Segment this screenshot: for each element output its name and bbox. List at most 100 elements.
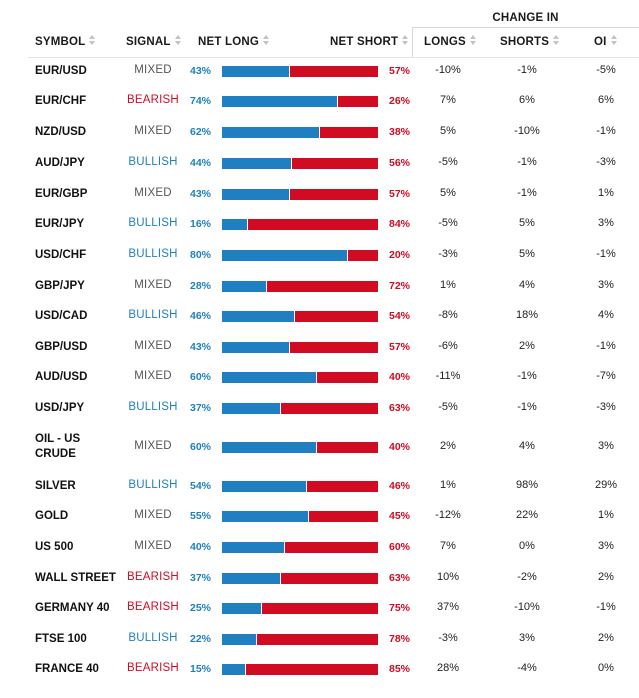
change-longs-value: -5% xyxy=(438,217,458,229)
table-row[interactable]: FTSE 100 BULLISH 22% 78% -3% 3% 2% xyxy=(0,624,639,654)
symbol-link[interactable]: GERMANY 40 xyxy=(35,602,110,614)
table-row[interactable]: USD/JPY BULLISH 37% 63% -5% -1% -3% xyxy=(0,393,639,423)
symbol-link[interactable]: AUD/USD xyxy=(35,371,88,383)
symbol-link[interactable]: US 500 xyxy=(35,541,74,553)
column-header-oi[interactable]: OI xyxy=(594,35,618,48)
sort-icon[interactable] xyxy=(553,35,560,46)
symbol-link[interactable]: EUR/CHF xyxy=(35,95,87,107)
change-in-heading: CHANGE IN xyxy=(492,12,559,24)
bar-separator xyxy=(308,511,309,522)
signal-label: MIXED xyxy=(134,279,172,291)
sort-icon[interactable] xyxy=(610,35,618,46)
symbol-link[interactable]: GBP/JPY xyxy=(35,280,85,292)
symbol-link[interactable]: AUD/JPY xyxy=(35,157,85,169)
symbol-line: OIL - US xyxy=(35,433,81,445)
table-row[interactable]: GBP/JPY MIXED 28% 72% 1% 4% 3% xyxy=(0,271,639,301)
net-short-percent: 85% xyxy=(389,663,411,675)
symbol-link[interactable]: USD/JPY xyxy=(35,402,85,414)
signal-label: MIXED xyxy=(134,187,172,199)
change-longs-value: -3% xyxy=(438,248,458,260)
net-long-percent: 40% xyxy=(189,541,211,553)
change-oi-value: -1% xyxy=(596,340,616,352)
net-short-percent: 57% xyxy=(389,188,411,200)
bar-separator xyxy=(280,403,281,414)
change-oi-value: 3% xyxy=(598,279,614,291)
symbol-link[interactable]: FRANCE 40 xyxy=(35,663,99,675)
table-row[interactable]: US 500 MIXED 40% 60% 7% 0% 3% xyxy=(0,532,639,562)
table-row[interactable]: EUR/USD MIXED 43% 57% -10% -1% -5% xyxy=(0,56,639,86)
column-header-shorts[interactable]: SHORTS xyxy=(500,35,560,48)
change-oi-value: 3% xyxy=(598,540,614,552)
sort-icon[interactable] xyxy=(174,35,182,46)
table-row[interactable]: EUR/CHF BEARISH 74% 26% 7% 6% 6% xyxy=(0,86,639,116)
change-longs-value: -8% xyxy=(438,309,458,321)
sentiment-bar xyxy=(222,603,378,614)
symbol-link[interactable]: GBP/USD xyxy=(35,341,88,353)
symbol-link[interactable]: EUR/GBP xyxy=(35,188,88,200)
bar-separator xyxy=(245,664,246,675)
net-long-percent: 46% xyxy=(189,310,211,322)
change-shorts-value: 6% xyxy=(519,94,535,106)
sort-icon[interactable] xyxy=(402,35,409,46)
column-header-signal-label: SIGNAL xyxy=(126,36,171,48)
net-long-bar xyxy=(222,664,245,675)
sort-icon[interactable] xyxy=(263,35,270,46)
sentiment-bar xyxy=(222,342,378,353)
change-shorts-value: 5% xyxy=(519,248,535,260)
symbol-link[interactable]: USD/CHF xyxy=(35,249,87,261)
net-long-bar xyxy=(222,342,289,353)
symbol-link[interactable]: GOLD xyxy=(35,510,69,522)
symbol-link[interactable]: WALL STREET xyxy=(35,572,116,584)
net-long-bar xyxy=(222,573,280,584)
symbol-link[interactable]: EUR/JPY xyxy=(35,218,85,230)
net-long-percent: 80% xyxy=(189,249,211,261)
change-oi-value: -5% xyxy=(596,64,616,76)
column-header-net-short[interactable]: NET SHORT xyxy=(330,35,409,48)
table-row[interactable]: EUR/JPY BULLISH 16% 84% -5% 5% 3% xyxy=(0,209,639,239)
column-header-net-long[interactable]: NET LONG xyxy=(198,35,270,48)
change-longs-value: -6% xyxy=(438,340,458,352)
sort-icon[interactable] xyxy=(89,35,96,46)
change-shorts-value: 4% xyxy=(519,279,535,291)
sentiment-bar xyxy=(222,542,378,553)
table-row[interactable]: OIL - US CRUDE MIXED 60% 40% 2% 4% 3% xyxy=(0,432,639,462)
column-header-longs[interactable]: LONGS xyxy=(424,35,477,48)
table-row[interactable]: USD/CAD BULLISH 46% 54% -8% 18% 4% xyxy=(0,301,639,331)
symbol-link[interactable]: FTSE 100 xyxy=(35,633,87,645)
net-short-percent: 72% xyxy=(389,280,411,292)
symbol-link[interactable]: OIL - US CRUDE xyxy=(35,432,80,462)
table-row[interactable]: AUD/JPY BULLISH 44% 56% -5% -1% -3% xyxy=(0,148,639,178)
symbol-link[interactable]: EUR/USD xyxy=(35,65,87,77)
column-header-symbol[interactable]: SYMBOL xyxy=(35,35,96,48)
table-row[interactable]: GBP/USD MIXED 43% 57% -6% 2% -1% xyxy=(0,332,639,362)
symbol-link[interactable]: NZD/USD xyxy=(35,126,87,138)
bar-separator xyxy=(280,573,281,584)
net-long-bar xyxy=(222,250,347,261)
table-row[interactable]: AUD/USD MIXED 60% 40% -11% -1% -7% xyxy=(0,362,639,392)
column-header-signal[interactable]: SIGNAL xyxy=(126,35,182,48)
table-row[interactable]: EUR/GBP MIXED 43% 57% 5% -1% 1% xyxy=(0,179,639,209)
net-long-percent: 55% xyxy=(189,510,211,522)
change-longs-value: 2% xyxy=(440,440,456,452)
change-oi-value: -1% xyxy=(596,125,616,137)
column-header-net-short-label: NET SHORT xyxy=(330,36,399,48)
sentiment-bar xyxy=(222,573,378,584)
table-row[interactable]: USD/CHF BULLISH 80% 20% -3% 5% -1% xyxy=(0,240,639,270)
net-long-percent: 37% xyxy=(189,572,211,584)
table-row[interactable]: FRANCE 40 BEARISH 15% 85% 28% -4% 0% xyxy=(0,654,639,684)
change-oi-value: 2% xyxy=(598,632,614,644)
symbol-link[interactable]: USD/CAD xyxy=(35,310,88,322)
table-row[interactable]: NZD/USD MIXED 62% 38% 5% -10% -1% xyxy=(0,117,639,147)
table-row[interactable]: GERMANY 40 BEARISH 25% 75% 37% -10% -1% xyxy=(0,593,639,623)
change-oi-value: 4% xyxy=(598,309,614,321)
symbol-link[interactable]: SILVER xyxy=(35,480,76,492)
table-row[interactable]: SILVER BULLISH 54% 46% 1% 98% 29% xyxy=(0,471,639,501)
change-oi-value: -1% xyxy=(596,248,616,260)
symbol-line: CRUDE xyxy=(35,448,76,460)
change-shorts-value: -1% xyxy=(517,370,537,382)
sort-icon[interactable] xyxy=(469,35,477,46)
table-row[interactable]: WALL STREET BEARISH 37% 63% 10% -2% 2% xyxy=(0,563,639,593)
change-longs-value: 5% xyxy=(440,187,456,199)
table-row[interactable]: GOLD MIXED 55% 45% -12% 22% 1% xyxy=(0,501,639,531)
sentiment-bar xyxy=(222,311,378,322)
